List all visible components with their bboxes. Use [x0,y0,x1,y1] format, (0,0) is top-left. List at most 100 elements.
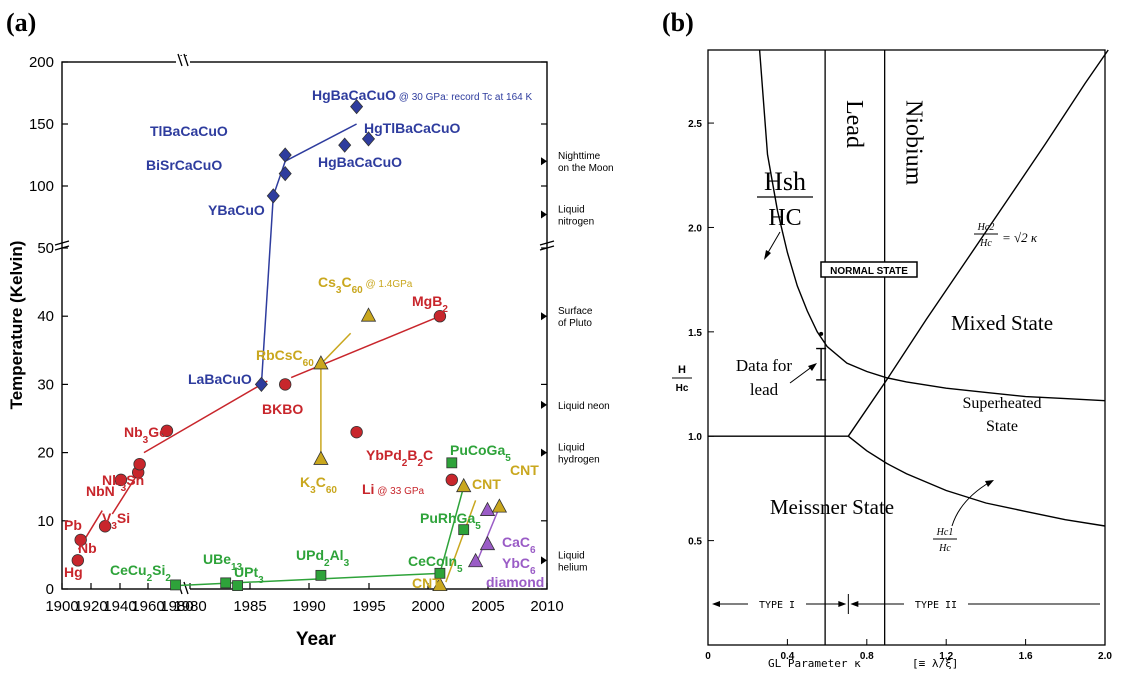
data-point-k3c60-fulleride-0 [313,450,329,465]
y-tick-label-30: 30 [37,376,54,393]
x-tick-label-3: 1960 [131,598,164,615]
b-x-tick-label-4: 1.6 [1019,651,1033,662]
trend-line-nb3ge-bkbo [143,380,268,454]
panel-b-frame [707,49,1106,646]
y-tick-label-10: 10 [37,513,54,530]
point-label-ybc6-1: YbC6 [502,555,536,577]
trend-line-heavy-fermion [175,572,440,587]
curve-hc1-hc [847,435,1106,527]
b-y-tick-label-0: 0.5 [688,537,702,548]
right-marker-2 [541,312,547,321]
data-point-upt3-heavy-fermion-2 [232,580,244,591]
y-tick-label-50: 50 [37,240,54,257]
point-label-hg-0: Hg [64,564,83,580]
data-point-cs3c60-1-4gpa-fulleride-2 [360,307,377,322]
data-point-upd2al3-heavy-fermion-3 [315,569,327,581]
panel-a-ylabel: Temperature (Kelvin) [7,241,26,410]
hc1-label-num: Hc1 [936,527,954,538]
panel-a-frame [61,61,548,590]
point-label-rbcsc60-1: RbCsC60 [256,347,314,369]
b-y-tick-label-1: 1.0 [688,432,702,443]
vline-label-lead: Lead [841,100,867,148]
trend-line-rbcsc60-cs3c60 [320,332,352,365]
hc2-label-den: Hc [979,238,992,249]
point-label-cac6-2: CaC6 [502,534,536,556]
point-label-nb-2: Nb [78,540,97,556]
x-tick-label-5: 1980 [173,598,206,615]
trend-line-tlbacacuo-hg [284,123,357,162]
right-annotation-liquid-neon-line-0: Liquid neon [558,401,610,412]
b-x-tick-label-3: 1.2 [939,651,953,662]
point-label-pb-1: Pb [64,517,82,533]
data-point-bisrcacuo-cuprate-2 [278,165,292,182]
data-point-nb-conventional-2 [98,520,112,533]
data-point-nb3sn-conventional-5 [133,457,146,471]
right-annotation-liquid-hydrogen-line-1: hydrogen [558,455,600,466]
panel-b-xlabel-suffix: [≡ λ/ξ] [912,657,958,670]
right-annotation-liquid-helium-line-0: Liquid [558,550,585,561]
right-annotation-nighttime-on-the-moon-line-1: on the Moon [558,163,614,174]
trend-line-cnt [445,500,477,583]
point-label-purhga5-5: PuRhGa5 [420,510,481,532]
b-x-tick-label-1: 0.4 [780,651,794,662]
point-label-bkbo-7: BKBO [262,401,303,417]
point-label-hgbacacuo-4: HgBaCaCuO [318,154,402,170]
data-point-pb-conventional-1 [74,533,87,547]
right-annotation-surface-of-pluto-line-0: Surface [558,306,593,317]
point-label-k3c60-0: K3C60 [300,474,337,496]
data-point-cac6-graphite-diamond-2 [479,501,496,516]
x-tick-label-9: 2000 [411,598,444,615]
point-label-nbn-3: NbN [86,483,115,499]
superheated-state-label-line-1: State [986,418,1018,435]
data-point-hgbacacuo-cuprate-4 [338,137,352,153]
x-tick-label-6: 1985 [233,598,266,615]
data-point-cnt-fulleride-3 [432,576,448,591]
data-point-mgb2-conventional-9 [433,310,447,323]
vline-label-niobium: Niobium [901,100,927,186]
b-x-tick-label-0: 0 [705,651,711,662]
point-label-hgbacacuo-30-gpa-record-tc-at-164-k-6: HgBaCaCuO @ 30 GPa: record Tc at 164 K [312,87,532,103]
data-point-ube13-heavy-fermion-1 [220,577,232,589]
data-point-nb3ge-conventional-6 [160,424,174,437]
point-label-li-33-gpa-10: Li @ 33 GPa [362,481,425,497]
curve-hc2-hc [847,49,1109,437]
right-annotation-liquid-nitrogen-line-0: Liquid [558,205,585,216]
point-label-v3si-4: V3Si [102,510,130,532]
x-tick-label-7: 1990 [292,598,325,615]
right-marker-0 [541,157,547,166]
hc2-formula: = √2 κ [1002,230,1038,245]
y-tick-label-200: 200 [29,54,54,71]
b-x-tick-label-2: 0.8 [860,651,874,662]
panel-a-label: (a) [6,8,37,37]
point-label-upd2al3-3: UPd2Al3 [296,547,350,569]
y-tick-label-0: 0 [46,581,54,598]
y-tick-label-20: 20 [37,445,54,462]
data-point-hgbacacuo-30-gpa-record-tc-at-164-k-cuprate-6 [350,99,364,115]
data-point-ybpd2b2c-conventional-8 [350,425,363,439]
data-point-purhga5-heavy-fermion-5 [458,524,470,536]
y-tick-label-40: 40 [37,308,54,325]
x-tick-label-1: 1920 [74,598,107,615]
point-label-mgb2-9: MgB2 [412,293,448,315]
data-point-nbn-conventional-3 [114,473,128,487]
trend-line-labacuo-ybacuo [260,195,275,385]
data-point-labacuo-cuprate-0 [254,376,268,393]
point-label-bisrcacuo-2: BiSrCaCuO [146,157,222,173]
data-point-diamond-graphite-diamond-0 [467,552,484,568]
hsh-label-den: HC [768,205,801,231]
point-label-cnt-5: CNT [510,462,539,478]
normal-state-box [820,261,918,278]
point-label-hgtlbacacuo-5: HgTlBaCaCuO [364,120,461,136]
data-point-cnt-fulleride-5 [491,498,508,513]
b-y-tick-label-2: 1.5 [688,328,702,339]
hsh-label-num: Hsh [764,167,806,196]
y-tick-label-100: 100 [29,178,54,195]
point-label-cecu2si2-0: CeCu2Si2 [110,562,171,584]
superheated-state-label-line-0: Superheated [962,395,1041,412]
point-label-ybacuo-1: YBaCuO [208,202,265,218]
right-annotation-nighttime-on-the-moon-line-0: Nighttime [558,151,601,162]
point-label-labacuo-0: LaBaCuO [188,371,252,387]
normal-state-label: NORMAL STATE [830,266,908,277]
x-tick-label-10: 2005 [471,598,504,615]
